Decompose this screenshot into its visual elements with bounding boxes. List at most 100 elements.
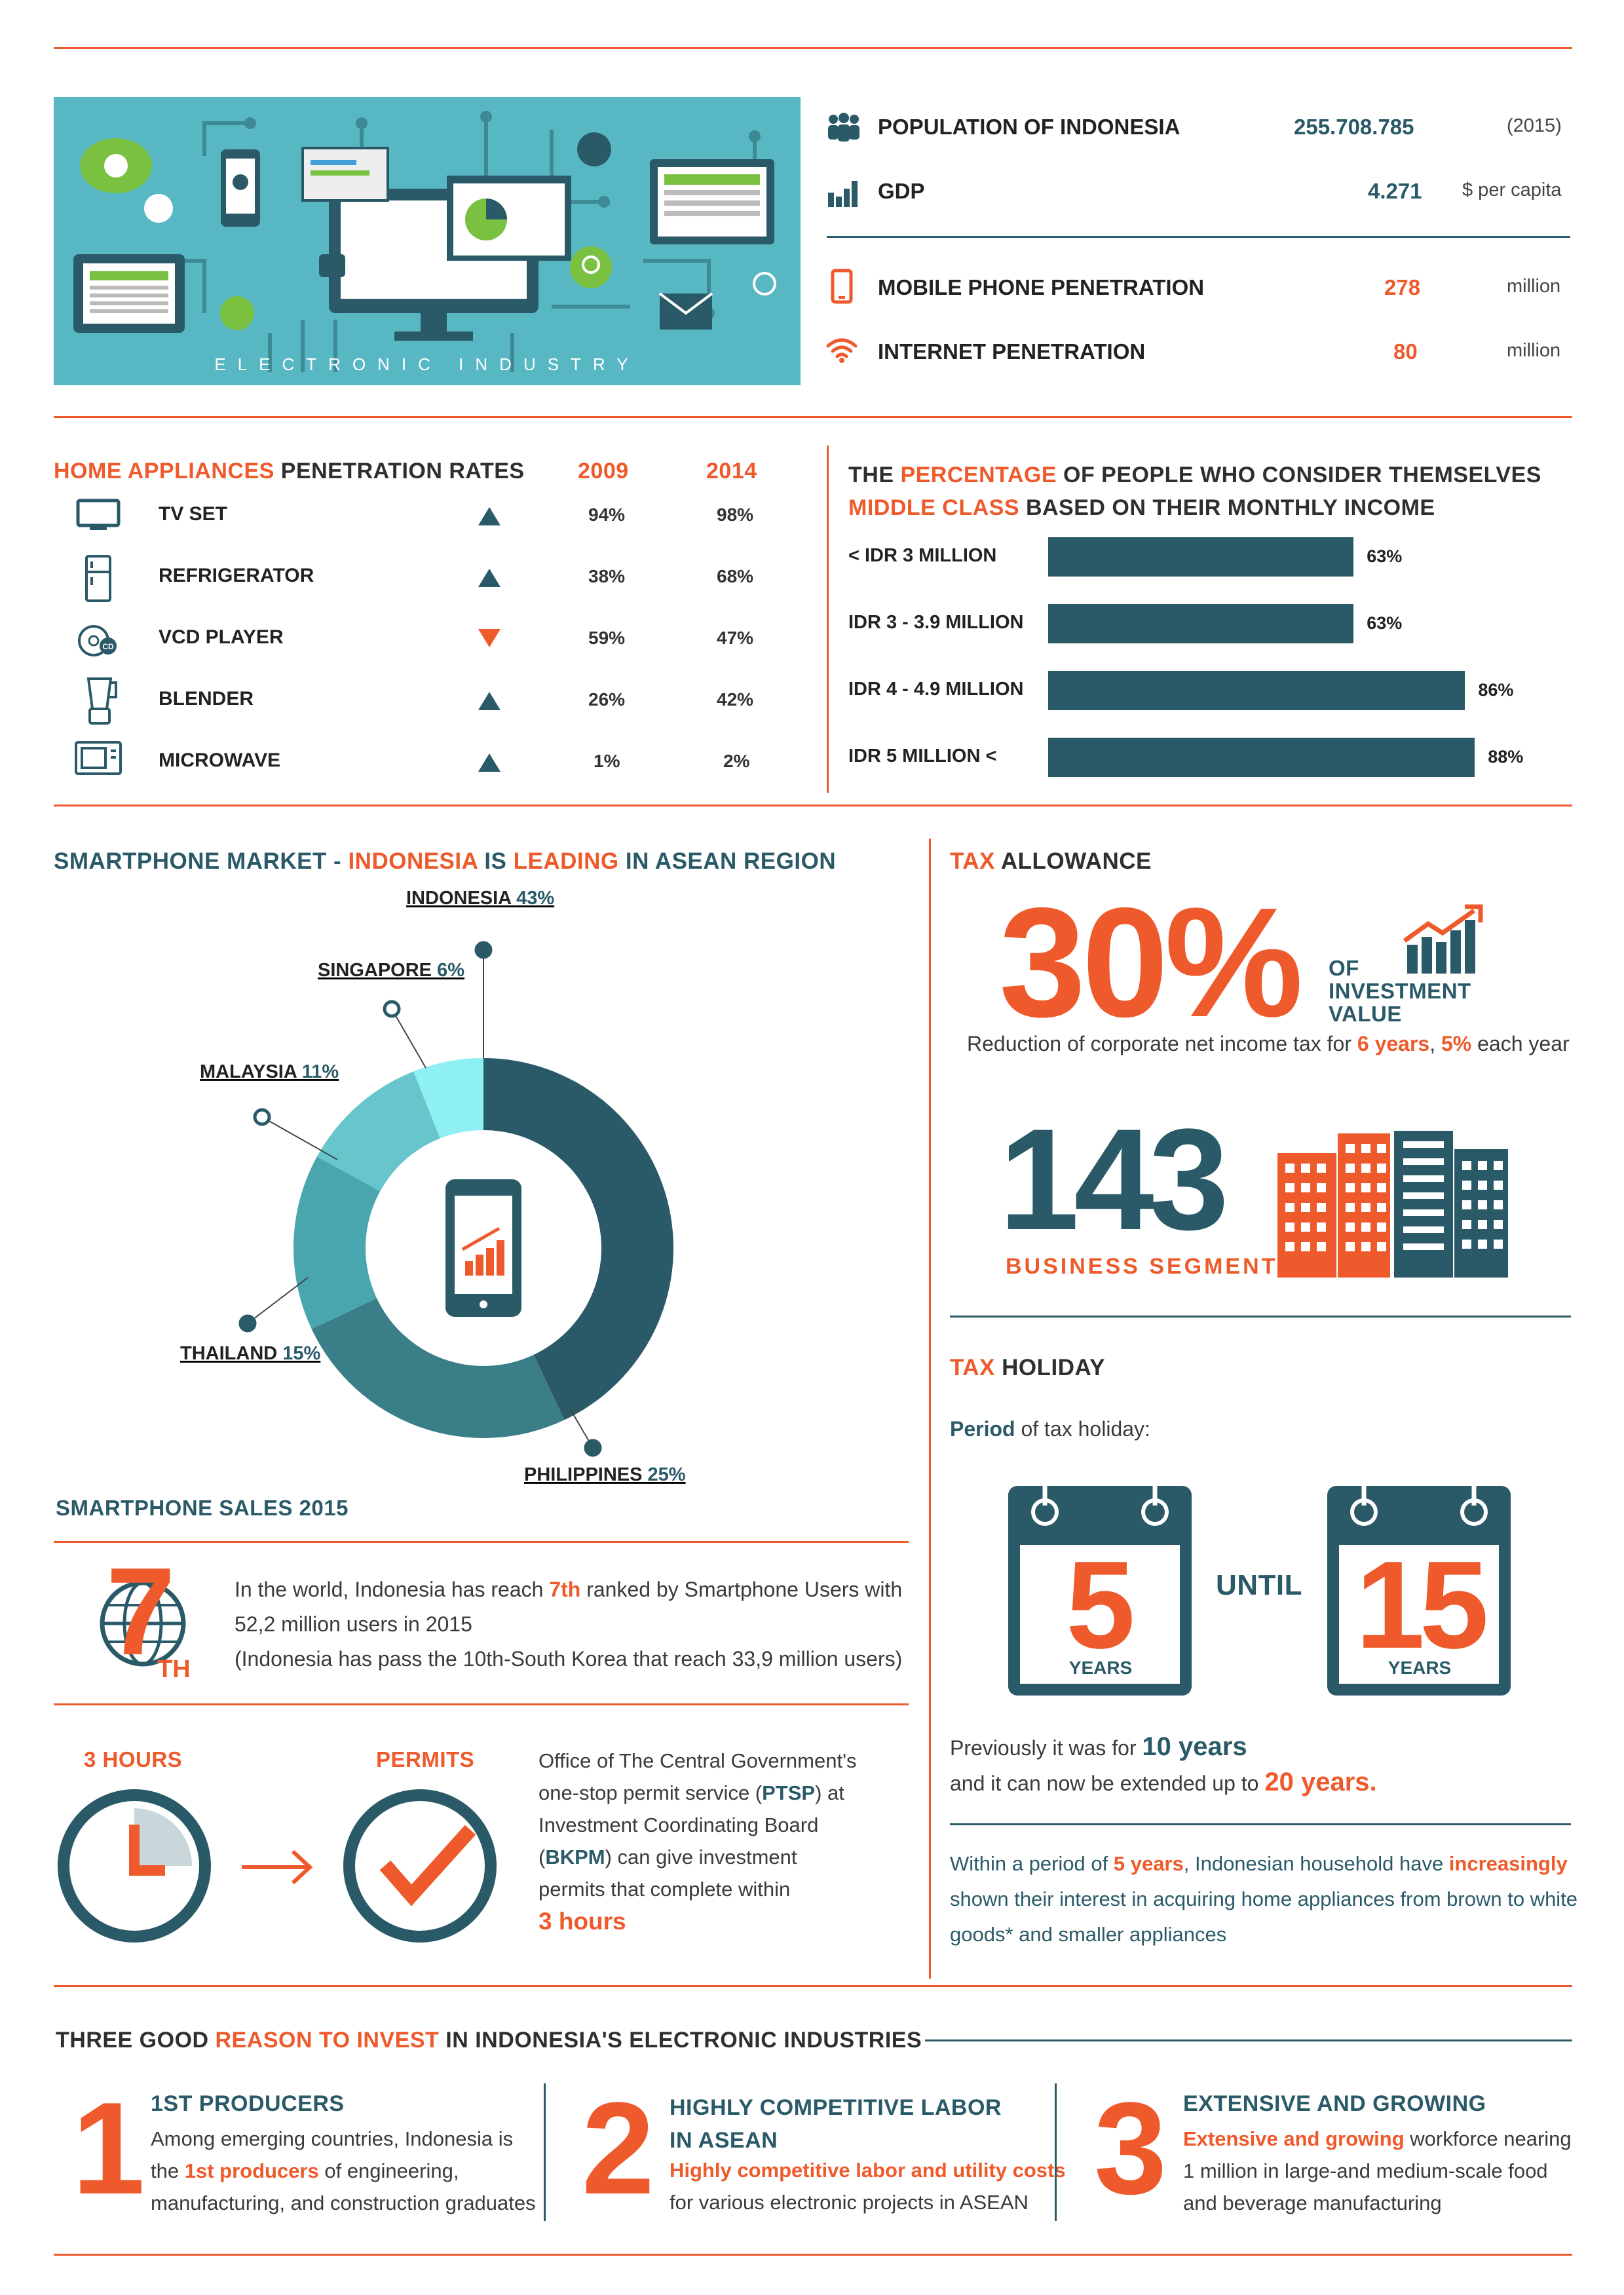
vertical-divider-1 <box>827 446 829 793</box>
tax-divider-1 <box>950 1316 1571 1318</box>
title-highlight: MIDDLE CLASS <box>848 495 1019 520</box>
calendar-icon <box>1008 1471 1192 1696</box>
callout-line <box>261 1116 338 1160</box>
check-circle-icon <box>343 1789 497 1943</box>
text-highlight: 3 hours <box>538 1908 626 1935</box>
smartphone-market-donut-chart: INDONESIA 43% PHILIPPINES 25% THAILAND 15%… <box>180 888 686 1485</box>
donut-label-malaysia: MALAYSIA 11% <box>200 1061 339 1082</box>
people-icon <box>828 113 859 142</box>
wifi-icon <box>826 338 858 363</box>
text-part: for various electronic projects in ASEAN <box>670 2191 1029 2214</box>
appliance-name-vcd: VCD PLAYER <box>159 626 284 648</box>
reason-3-heading: EXTENSIVE AND GROWING <box>1183 2091 1486 2116</box>
population-year: (2015) <box>1507 115 1562 136</box>
title-part: OF PEOPLE WHO CONSIDER THEMSELVES <box>1057 463 1541 487</box>
text-part: shown their interest in acquiring home a… <box>950 1887 1578 1910</box>
text-highlight: BKPM <box>545 1846 605 1868</box>
year-2014-header: 2014 <box>706 459 757 484</box>
text-part: IN ASEAN <box>670 2128 778 2153</box>
reason-3-text: Extensive and growing workforce nearing … <box>1183 2123 1572 2219</box>
income-bar-label: IDR 5 MILLION < <box>848 746 997 767</box>
donut-label-name: INDONESIA <box>406 888 516 909</box>
trend-up-icon <box>478 753 500 772</box>
donut-label-name: SINGAPORE <box>318 960 437 981</box>
growth-chart-icon <box>1403 904 1483 974</box>
text-part: , Indonesian household have <box>1183 1852 1449 1875</box>
income-bar <box>1048 671 1465 710</box>
electronic-industry-banner: ELECTRONIC INDUSTRY <box>54 97 801 385</box>
title-part: IN INDONESIA'S ELECTRONIC INDUSTRIES <box>439 2028 922 2053</box>
text-part: Among emerging countries, Indonesia is <box>151 2127 514 2150</box>
title-highlight: PERCENTAGE <box>900 463 1057 487</box>
of-investment-value: OF INVESTMENT VALUE <box>1329 957 1471 1025</box>
donut-label-name: PHILIPPINES <box>524 1464 648 1485</box>
stats-divider <box>827 236 1570 238</box>
allowance-percentage: 30% <box>999 876 1303 1050</box>
appliances-title: HOME APPLIANCES PENETRATION RATES <box>54 459 525 484</box>
gdp-unit: $ per capita <box>1462 180 1562 200</box>
title-highlight: REASON TO INVEST <box>215 2028 440 2053</box>
text-highlight: 10 years <box>1142 1732 1247 1761</box>
title-part: SMARTPHONE MARKET - <box>54 848 349 874</box>
refrigerator-icon <box>85 555 111 602</box>
sales-divider-top <box>54 1541 909 1543</box>
text-part: Reduction of corporate net income tax fo… <box>967 1032 1357 1055</box>
text-part: manufacturing, and construction graduate… <box>151 2191 536 2214</box>
text-part: 1 million in large-and medium-scale food <box>1183 2159 1548 2182</box>
callout-dot <box>238 1314 257 1333</box>
donut-label-name: MALAYSIA <box>200 1061 302 1082</box>
text-highlight: increasingly <box>1448 1852 1568 1875</box>
donut-slice-indonesia <box>483 1058 673 1420</box>
income-bar-value: 86% <box>1478 680 1514 700</box>
trend-up-icon <box>478 692 500 710</box>
reasons-title-rule <box>925 2039 1572 2041</box>
calendar-1-unit: YEARS <box>1068 1658 1133 1678</box>
gdp-label: GDP <box>878 179 925 203</box>
donut-label-name: THAILAND <box>180 1343 282 1364</box>
internet-penetration-label: INTERNET PENETRATION <box>878 339 1146 364</box>
tv-2009: 94% <box>588 504 626 525</box>
donut-label-philippines: PHILIPPINES 25% <box>524 1464 686 1485</box>
title-part: HOLIDAY <box>994 1355 1105 1380</box>
text-part: ) at <box>815 1781 844 1804</box>
donut-label-singapore: SINGAPORE 6% <box>318 960 464 981</box>
smartphone-growth-icon <box>445 1179 521 1317</box>
text-highlight: Period <box>950 1417 1015 1441</box>
tv-2014: 98% <box>717 504 754 525</box>
income-bar-value: 63% <box>1367 613 1403 633</box>
text-part: goods* and smaller appliances <box>950 1923 1227 1946</box>
text-part: of tax holiday: <box>1015 1417 1150 1441</box>
gdp-value: 4.271 <box>1368 179 1422 203</box>
income-bar <box>1048 738 1475 777</box>
text-part: Investment Coordinating Board <box>538 1813 819 1836</box>
business-segment-label: BUSINESS SEGMENT <box>1006 1254 1278 1279</box>
blender-icon <box>86 677 117 725</box>
electronic-devices-illustration <box>73 111 776 372</box>
text-part: and beverage manufacturing <box>1183 2191 1442 2214</box>
reason-1-text: Among emerging countries, Indonesia is t… <box>151 2123 536 2219</box>
text-part: of engineering, <box>318 2159 459 2182</box>
population-label: POPULATION OF INDONESIA <box>878 115 1180 139</box>
year-2009-header: 2009 <box>578 459 629 484</box>
smartphone-sales-title: SMARTPHONE SALES 2015 <box>56 1496 349 1520</box>
hours-label: 3 HOURS <box>84 1747 183 1772</box>
permits-description: Office of The Central Government's one-s… <box>538 1745 857 1939</box>
donut-slice-malaysia <box>316 1071 440 1192</box>
microwave-2014: 2% <box>723 751 750 771</box>
donut-label-value: 25% <box>648 1464 686 1485</box>
callout-dot <box>383 1000 401 1018</box>
title-highlight: TAX <box>950 848 995 874</box>
text-part: , <box>1429 1032 1441 1055</box>
income-bar-label: IDR 4 - 4.9 MILLION <box>848 679 1024 700</box>
reason-number-2: 2 <box>582 2076 655 2222</box>
title-part: IS <box>478 848 514 874</box>
text-highlight: PTSP <box>762 1781 816 1804</box>
internet-penetration-value: 80 <box>1393 339 1418 364</box>
reasons-title: THREE GOOD REASON TO INVEST IN INDONESIA… <box>56 2028 922 2053</box>
microwave-icon <box>75 741 122 775</box>
allowance-description: Reduction of corporate net income tax fo… <box>967 1032 1570 1056</box>
reasons-divider-2 <box>1055 2083 1057 2221</box>
donut-slice-thailand <box>293 1156 381 1329</box>
vertical-divider-2 <box>929 839 931 1979</box>
vcd-2009: 59% <box>588 628 626 648</box>
